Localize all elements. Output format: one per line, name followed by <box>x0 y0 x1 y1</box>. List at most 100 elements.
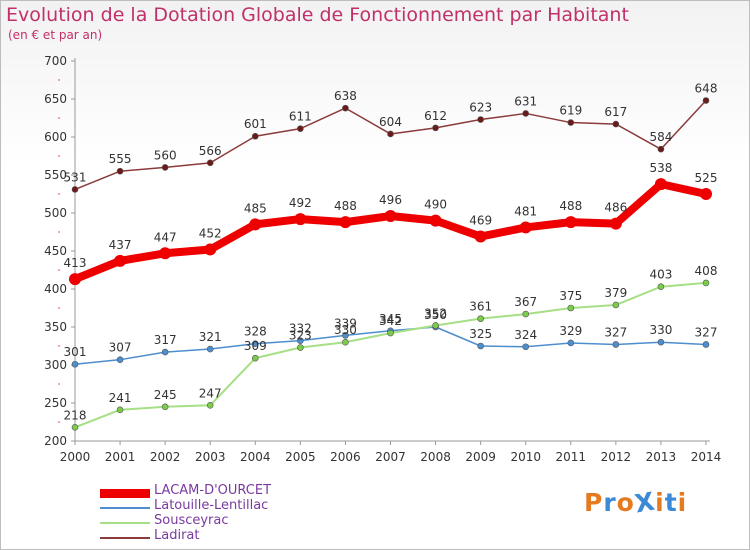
x-tick-label: 2001 <box>105 450 136 464</box>
data-label: 485 <box>244 201 267 215</box>
x-tick-label: 2013 <box>646 450 677 464</box>
data-label: 375 <box>559 289 582 303</box>
data-point <box>657 145 665 153</box>
x-tick-label: 2004 <box>240 450 271 464</box>
data-label: 525 <box>695 171 718 185</box>
y-tick-label: 450 <box>44 244 67 258</box>
x-tick-label: 2008 <box>420 450 451 464</box>
data-point <box>387 329 394 337</box>
x-tick-label: 2010 <box>510 450 541 464</box>
data-point <box>612 341 620 348</box>
data-point <box>612 120 620 128</box>
y-tick-label: 250 <box>44 396 67 410</box>
data-point <box>387 130 394 138</box>
data-point <box>342 104 349 112</box>
data-point <box>519 221 532 234</box>
data-label: 538 <box>649 161 672 175</box>
data-point <box>116 167 124 175</box>
data-point <box>251 340 259 348</box>
legend-label: LACAM-D'OURCET <box>154 483 272 498</box>
data-label: 555 <box>109 152 132 166</box>
data-label: 566 <box>199 144 222 158</box>
data-point <box>429 214 442 227</box>
legend-label: Ladirat <box>154 528 200 543</box>
data-point <box>342 332 349 339</box>
data-label: 218 <box>64 408 87 422</box>
x-tick-label: 2009 <box>465 450 496 464</box>
data-label: 324 <box>514 328 537 342</box>
data-point <box>206 345 214 353</box>
data-label: 342 <box>379 314 402 328</box>
data-point <box>159 247 172 260</box>
data-point <box>702 279 710 287</box>
data-point <box>567 119 575 126</box>
data-point <box>477 116 484 123</box>
data-label: 437 <box>109 238 132 252</box>
proxiti-logo: ProXiti <box>584 486 688 519</box>
data-label: 327 <box>695 325 718 339</box>
data-point <box>702 341 710 348</box>
data-label: 321 <box>199 330 222 344</box>
data-label: 531 <box>64 170 87 184</box>
data-point <box>702 97 710 104</box>
data-label: 317 <box>154 333 177 347</box>
data-point <box>432 124 439 132</box>
data-point <box>161 164 169 171</box>
legend-swatch <box>100 537 150 539</box>
data-point <box>71 424 79 431</box>
legend-swatch <box>100 522 150 524</box>
data-point <box>612 301 620 309</box>
data-point <box>297 337 304 344</box>
data-point <box>522 343 530 351</box>
data-label: 492 <box>289 196 312 210</box>
data-label: 245 <box>154 388 177 402</box>
y-tick-label: 400 <box>44 282 67 296</box>
y-tick-label: 550 <box>44 168 67 182</box>
y-tick-label: 200 <box>44 434 67 448</box>
y-tick-label: 300 <box>44 358 67 372</box>
legend-swatch <box>100 488 150 498</box>
data-label: 452 <box>199 226 222 240</box>
y-tick-label: 650 <box>44 92 67 106</box>
data-label: 350 <box>424 308 447 322</box>
data-point <box>204 243 217 256</box>
data-point <box>657 283 665 291</box>
data-point <box>522 110 530 117</box>
data-point <box>657 338 665 346</box>
data-point <box>71 186 79 193</box>
data-label: 611 <box>289 110 312 124</box>
x-tick-label: 2011 <box>556 450 587 464</box>
data-point <box>522 310 530 318</box>
y-tick-label: 500 <box>44 206 67 220</box>
data-label: 638 <box>334 89 357 103</box>
data-point <box>477 342 484 350</box>
data-point <box>249 218 262 231</box>
data-point <box>432 322 439 329</box>
x-tick-label: 2000 <box>60 450 91 464</box>
data-point <box>654 178 667 191</box>
data-label: 328 <box>244 325 267 339</box>
data-label: 631 <box>514 94 537 108</box>
data-point <box>297 125 304 132</box>
data-label: 584 <box>649 130 672 144</box>
data-label: 481 <box>514 204 537 218</box>
data-label: 329 <box>559 324 582 338</box>
x-tick-label: 2012 <box>601 450 632 464</box>
data-label: 309 <box>244 339 267 353</box>
data-point <box>206 159 214 167</box>
data-label: 345 <box>379 312 402 326</box>
data-point <box>114 254 127 267</box>
data-label: 247 <box>199 386 222 400</box>
data-label: 361 <box>469 300 492 314</box>
data-label: 332 <box>289 322 312 336</box>
data-point <box>69 273 81 286</box>
y-tick-label: 700 <box>44 54 67 68</box>
x-tick-label: 2006 <box>330 450 361 464</box>
data-label: 560 <box>154 148 177 162</box>
data-point <box>567 339 575 347</box>
x-tick-label: 2014 <box>691 450 722 464</box>
data-point <box>251 354 259 362</box>
x-tick-label: 2003 <box>195 450 226 464</box>
